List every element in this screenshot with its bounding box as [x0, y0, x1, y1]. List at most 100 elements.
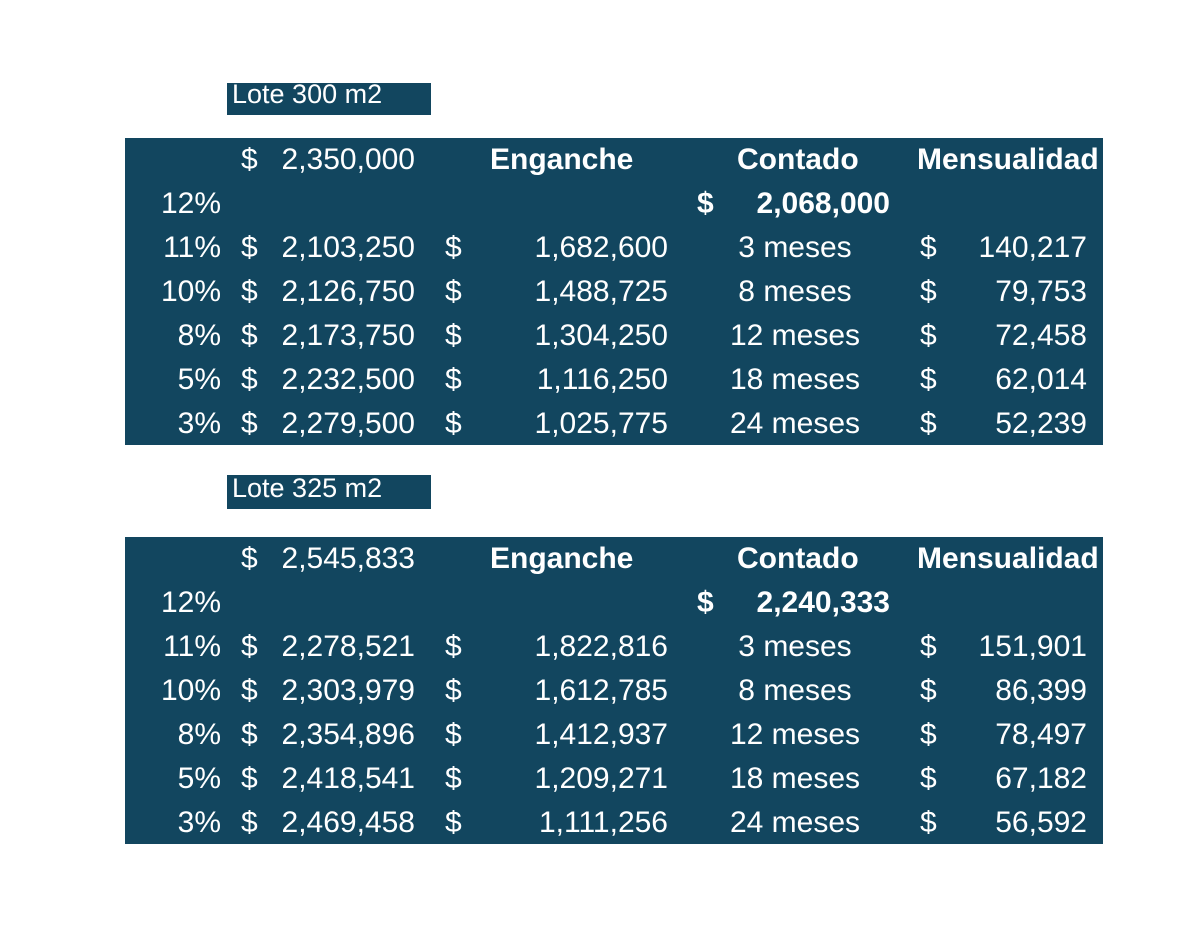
term: 12 meses	[729, 319, 861, 352]
table-row: 10% $ 2,303,979 $ 1,612,785 8 meses $ 86…	[125, 669, 1103, 713]
price: 2,418,541	[281, 762, 415, 795]
table-row: 5% $ 2,232,500 $ 1,116,250 18 meses $ 62…	[125, 358, 1103, 402]
table-row: 8% $ 2,354,896 $ 1,412,937 12 meses $ 78…	[125, 713, 1103, 757]
currency-symbol: $	[241, 143, 258, 176]
enganche-value: 1,682,600	[534, 231, 668, 264]
monthly-payment: 56,592	[995, 806, 1087, 839]
currency-symbol: $	[445, 275, 462, 308]
enganche-value: 1,412,937	[534, 718, 668, 751]
currency-symbol: $	[920, 806, 937, 839]
header-mensualidad: Mensualidad	[917, 143, 1099, 176]
pricing-table: $ 2,545,833 Enganche Contado Mensualidad…	[125, 537, 1103, 844]
price: 2,103,250	[281, 231, 415, 264]
enganche-value: 1,488,725	[534, 275, 668, 308]
discount-pct: 5%	[177, 762, 221, 795]
discount-pct: 12%	[160, 586, 221, 619]
currency-symbol: $	[241, 407, 258, 440]
price: 2,232,500	[281, 363, 415, 396]
currency-symbol: $	[697, 586, 714, 619]
table-row: 10% $ 2,126,750 $ 1,488,725 8 meses $ 79…	[125, 270, 1103, 314]
cash-price: 2,068,000	[756, 187, 890, 220]
discount-pct: 8%	[177, 319, 221, 352]
term: 18 meses	[729, 363, 861, 396]
discount-pct: 10%	[160, 674, 221, 707]
discount-pct: 12%	[160, 187, 221, 220]
monthly-payment: 72,458	[995, 319, 1087, 352]
header-row: $ 2,545,833 Enganche Contado Mensualidad	[125, 537, 1103, 581]
currency-symbol: $	[445, 674, 462, 707]
currency-symbol: $	[445, 806, 462, 839]
term: 18 meses	[729, 762, 861, 795]
cash-price: 2,240,333	[756, 586, 890, 619]
currency-symbol: $	[241, 319, 258, 352]
currency-symbol: $	[920, 231, 937, 264]
price: 2,279,500	[281, 407, 415, 440]
monthly-payment: 151,901	[978, 630, 1087, 663]
currency-symbol: $	[697, 187, 714, 220]
price: 2,126,750	[281, 275, 415, 308]
price: 2,278,521	[281, 630, 415, 663]
table-row: 5% $ 2,418,541 $ 1,209,271 18 meses $ 67…	[125, 757, 1103, 801]
discount-pct: 11%	[163, 231, 221, 264]
currency-symbol: $	[920, 363, 937, 396]
term: 3 meses	[738, 630, 852, 663]
currency-symbol: $	[241, 231, 258, 264]
enganche-value: 1,111,256	[538, 806, 668, 839]
monthly-payment: 140,217	[978, 231, 1087, 264]
currency-symbol: $	[241, 674, 258, 707]
discount-pct: 8%	[177, 718, 221, 751]
term: 8 meses	[738, 275, 852, 308]
table-row: 11% $ 2,278,521 $ 1,822,816 3 meses $ 15…	[125, 625, 1103, 669]
monthly-payment: 86,399	[995, 674, 1087, 707]
currency-symbol: $	[241, 718, 258, 751]
lot-title: Lote 325 m2	[227, 475, 431, 509]
currency-symbol: $	[241, 542, 258, 575]
currency-symbol: $	[920, 407, 937, 440]
term: 24 meses	[729, 407, 861, 440]
currency-symbol: $	[920, 674, 937, 707]
table-row: 3% $ 2,469,458 $ 1,111,256 24 meses $ 56…	[125, 801, 1103, 845]
base-price: 2,350,000	[281, 143, 415, 176]
currency-symbol: $	[445, 630, 462, 663]
currency-symbol: $	[445, 363, 462, 396]
monthly-payment: 78,497	[995, 718, 1087, 751]
enganche-value: 1,025,775	[534, 407, 668, 440]
currency-symbol: $	[920, 630, 937, 663]
price: 2,173,750	[281, 319, 415, 352]
currency-symbol: $	[920, 762, 937, 795]
currency-symbol: $	[241, 762, 258, 795]
currency-symbol: $	[241, 806, 258, 839]
term: 12 meses	[729, 718, 861, 751]
enganche-value: 1,209,271	[534, 762, 668, 795]
term: 24 meses	[729, 806, 861, 839]
currency-symbol: $	[445, 231, 462, 264]
price: 2,354,896	[281, 718, 415, 751]
header-contado: Contado	[737, 542, 859, 575]
table-row: 3% $ 2,279,500 $ 1,025,775 24 meses $ 52…	[125, 402, 1103, 446]
monthly-payment: 52,239	[995, 407, 1087, 440]
discount-pct: 3%	[177, 407, 221, 440]
table-row: 8% $ 2,173,750 $ 1,304,250 12 meses $ 72…	[125, 314, 1103, 358]
header-enganche: Enganche	[490, 542, 634, 575]
base-price: 2,545,833	[281, 542, 415, 575]
currency-symbol: $	[445, 762, 462, 795]
currency-symbol: $	[920, 718, 937, 751]
discount-pct: 3%	[177, 806, 221, 839]
discount-pct: 5%	[177, 363, 221, 396]
monthly-payment: 62,014	[995, 363, 1087, 396]
currency-symbol: $	[445, 407, 462, 440]
discount-pct: 11%	[163, 630, 221, 663]
enganche-value: 1,116,250	[536, 363, 668, 396]
enganche-value: 1,304,250	[534, 319, 668, 352]
currency-symbol: $	[920, 275, 937, 308]
price: 2,469,458	[281, 806, 415, 839]
monthly-payment: 67,182	[995, 762, 1087, 795]
currency-symbol: $	[445, 718, 462, 751]
header-contado: Contado	[737, 143, 859, 176]
enganche-value: 1,822,816	[534, 630, 668, 663]
header-enganche: Enganche	[490, 143, 634, 176]
lot-title: Lote 300 m2	[227, 83, 431, 115]
price: 2,303,979	[281, 674, 415, 707]
table-row: 11% $ 2,103,250 $ 1,682,600 3 meses $ 14…	[125, 226, 1103, 270]
cash-row: 12% $ 2,068,000	[125, 182, 1103, 226]
